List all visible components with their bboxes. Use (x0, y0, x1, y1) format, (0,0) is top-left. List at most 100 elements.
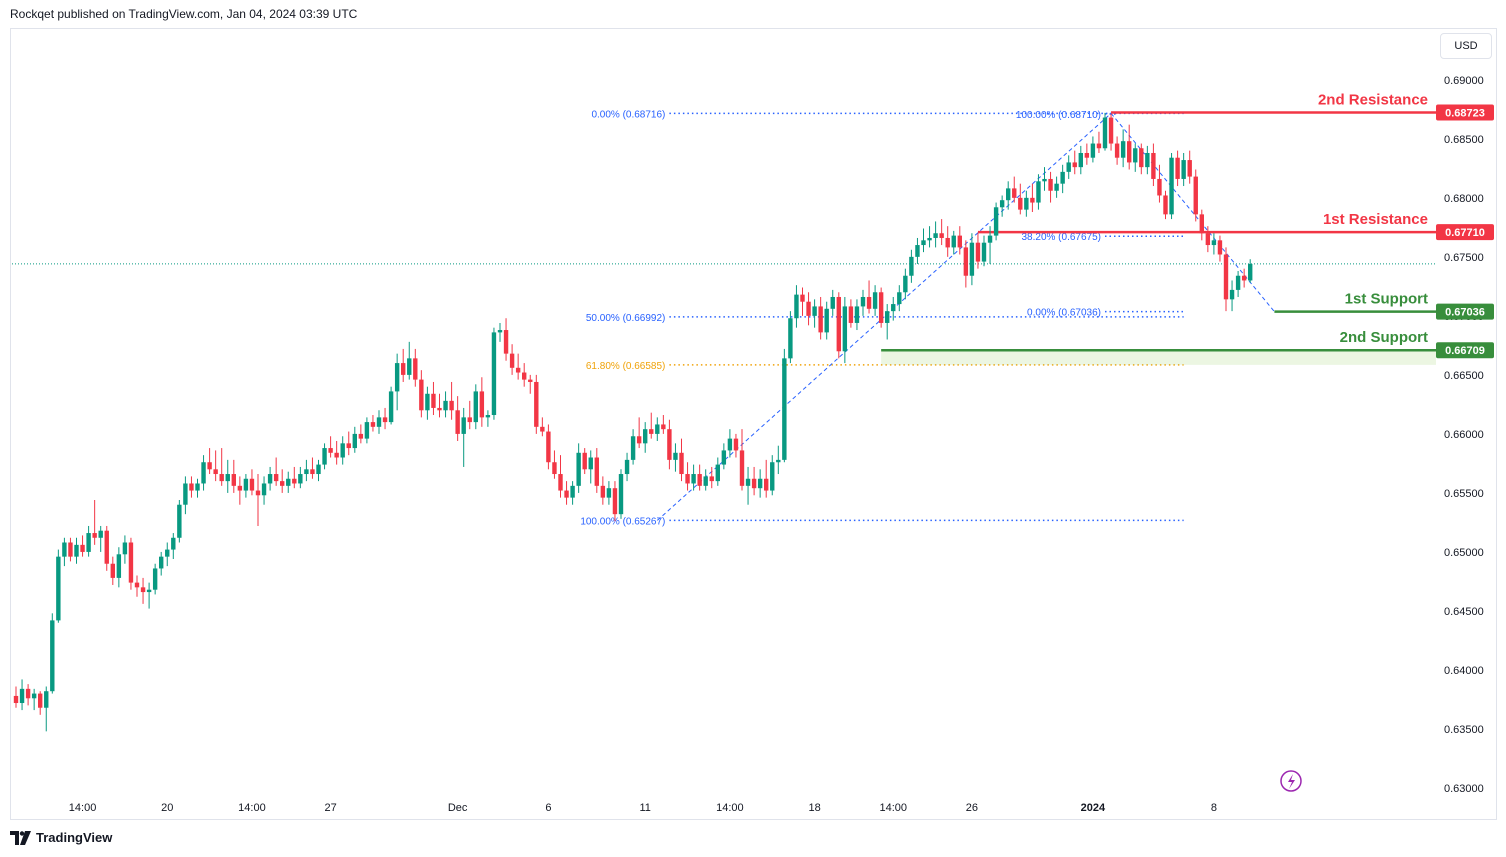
candle (836, 292, 841, 359)
candle-body (824, 308, 829, 333)
candle (19, 679, 25, 711)
candle-body (987, 235, 993, 243)
candle (316, 459, 321, 482)
candle (1205, 226, 1211, 253)
fib-level-label: 61.80% (0.66585) (586, 361, 666, 372)
candle (788, 311, 793, 364)
candle (56, 549, 61, 623)
candle (745, 466, 751, 505)
y-tick-label: 0.64000 (1444, 665, 1484, 677)
candle-body (1006, 188, 1011, 201)
candle (461, 407, 466, 467)
candle-body (183, 483, 188, 505)
x-tick-label: 14:00 (69, 802, 97, 814)
candle (1151, 143, 1156, 187)
candle-body (388, 391, 394, 423)
candle-body (836, 296, 841, 352)
candle-body (691, 474, 696, 484)
price-tag-label: 0.67036 (1445, 307, 1485, 319)
candle-body (933, 233, 938, 238)
candle (183, 476, 188, 515)
candle (643, 422, 648, 453)
currency-selector[interactable]: USD (1440, 33, 1492, 59)
candle (600, 476, 606, 505)
support-level-label: 1st Support (1345, 291, 1428, 308)
candle-body (394, 363, 400, 392)
y-tick-label: 0.65500 (1444, 488, 1484, 500)
candle-body (800, 294, 805, 302)
candle (122, 535, 128, 564)
candle (255, 474, 261, 526)
candle-body (534, 381, 539, 427)
candle-body (1066, 162, 1071, 172)
candle (697, 464, 702, 491)
candle (449, 381, 454, 420)
candle-body (709, 476, 714, 482)
candle (691, 464, 696, 491)
candle-body (1139, 148, 1144, 168)
candle-body (903, 275, 908, 293)
candle (878, 287, 884, 328)
candle-body (1120, 141, 1126, 158)
candle-body (1030, 197, 1035, 203)
candle (207, 448, 212, 475)
candle-body (891, 304, 896, 312)
candle-body (673, 452, 678, 460)
candle (540, 417, 545, 437)
candle-body (195, 483, 200, 491)
candle (848, 299, 854, 328)
candle (346, 431, 351, 456)
candle-body (860, 296, 866, 307)
candle (243, 474, 249, 498)
candle (413, 348, 418, 387)
candle-body (25, 688, 31, 699)
candle-body (842, 306, 848, 352)
candle (1030, 183, 1035, 212)
price-axis: 0.690000.685000.680000.675000.670000.665… (1444, 75, 1484, 795)
candle-body (1078, 152, 1083, 168)
candle (352, 426, 357, 453)
candle (739, 429, 745, 491)
candle (1060, 164, 1065, 194)
candle-body (171, 537, 176, 550)
y-tick-label: 0.63500 (1444, 724, 1484, 736)
candle (546, 424, 551, 470)
candle-body (1102, 117, 1108, 149)
candle (231, 459, 236, 493)
candle (165, 542, 170, 567)
candle (1187, 150, 1192, 184)
candle (667, 419, 672, 470)
candle-body (19, 688, 25, 704)
alert-icon[interactable] (1280, 770, 1302, 792)
candle-body (437, 407, 442, 411)
y-tick-label: 0.68000 (1444, 193, 1484, 205)
tradingview-logo[interactable]: TradingView (10, 830, 112, 845)
candle (201, 455, 206, 491)
price-tag (1436, 303, 1494, 320)
candle (534, 374, 539, 434)
candle-body (897, 292, 902, 305)
candle-body (1036, 181, 1041, 203)
price-tag (1436, 224, 1494, 241)
candle-body (503, 330, 509, 354)
candle (727, 429, 733, 458)
candle-body (1248, 263, 1253, 281)
candle-body (280, 481, 285, 486)
candle (885, 304, 890, 340)
candle-body (1012, 188, 1017, 198)
candle (872, 285, 878, 316)
candle (522, 363, 527, 387)
candle-body (981, 242, 987, 262)
candle (1102, 112, 1108, 151)
candle (618, 469, 624, 519)
candle (1169, 152, 1174, 220)
candle (987, 226, 993, 264)
price-tag (1436, 104, 1494, 121)
candle-body (975, 242, 981, 262)
candle-body (479, 391, 485, 418)
candle-body (909, 256, 914, 276)
candle-body (1072, 162, 1077, 168)
resistance-level-label: 1st Resistance (1323, 211, 1428, 228)
candle (116, 547, 122, 588)
